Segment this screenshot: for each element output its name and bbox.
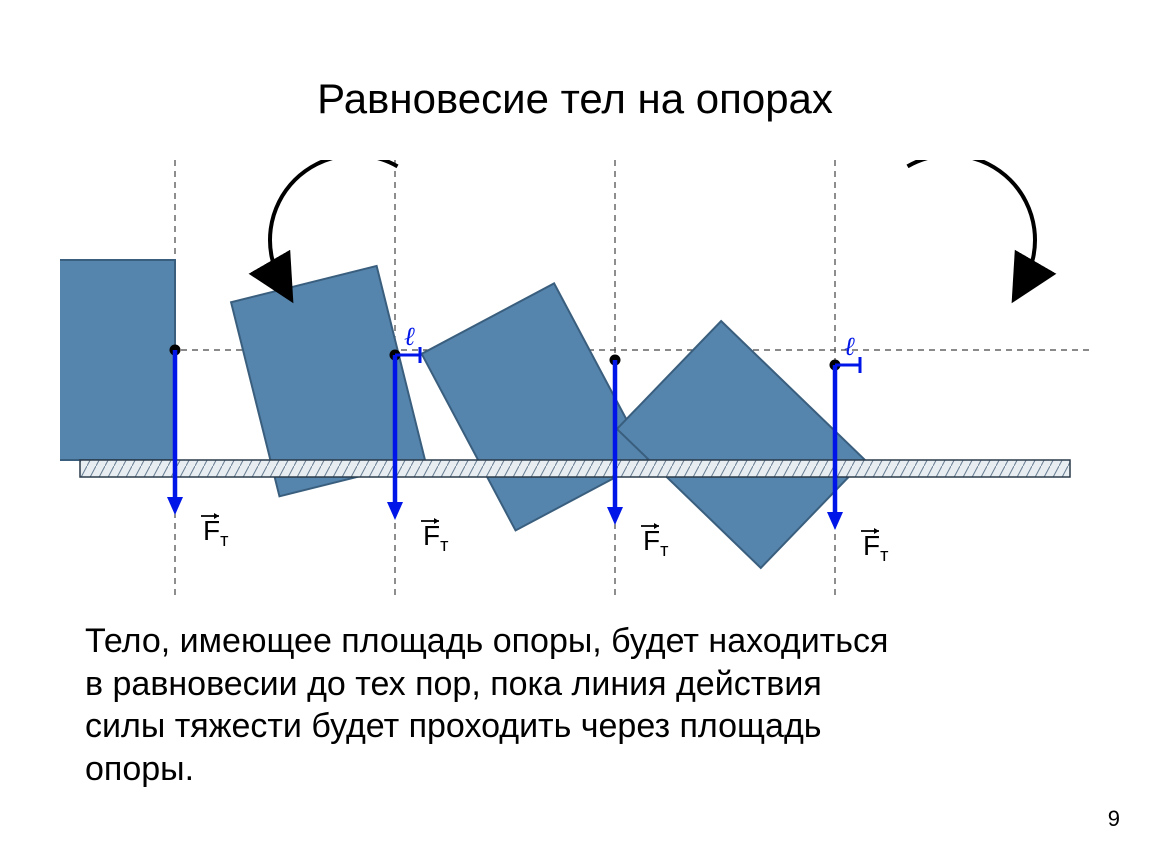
caption-text: Тело, имеющее площадь опоры, будет наход… bbox=[85, 620, 905, 790]
svg-text:Fт: Fт bbox=[643, 525, 669, 560]
page-title: Равновесие тел на опорах bbox=[0, 75, 1150, 123]
svg-text:Fт: Fт bbox=[203, 515, 229, 550]
equilibrium-diagram: Fт ℓ Fт Fт ℓ Fт bbox=[60, 160, 1090, 620]
page-number: 9 bbox=[1108, 806, 1120, 832]
svg-text:ℓ: ℓ bbox=[405, 322, 416, 351]
svg-text:Fт: Fт bbox=[863, 530, 889, 565]
svg-text:ℓ: ℓ bbox=[845, 332, 856, 361]
svg-text:Fт: Fт bbox=[423, 520, 449, 555]
